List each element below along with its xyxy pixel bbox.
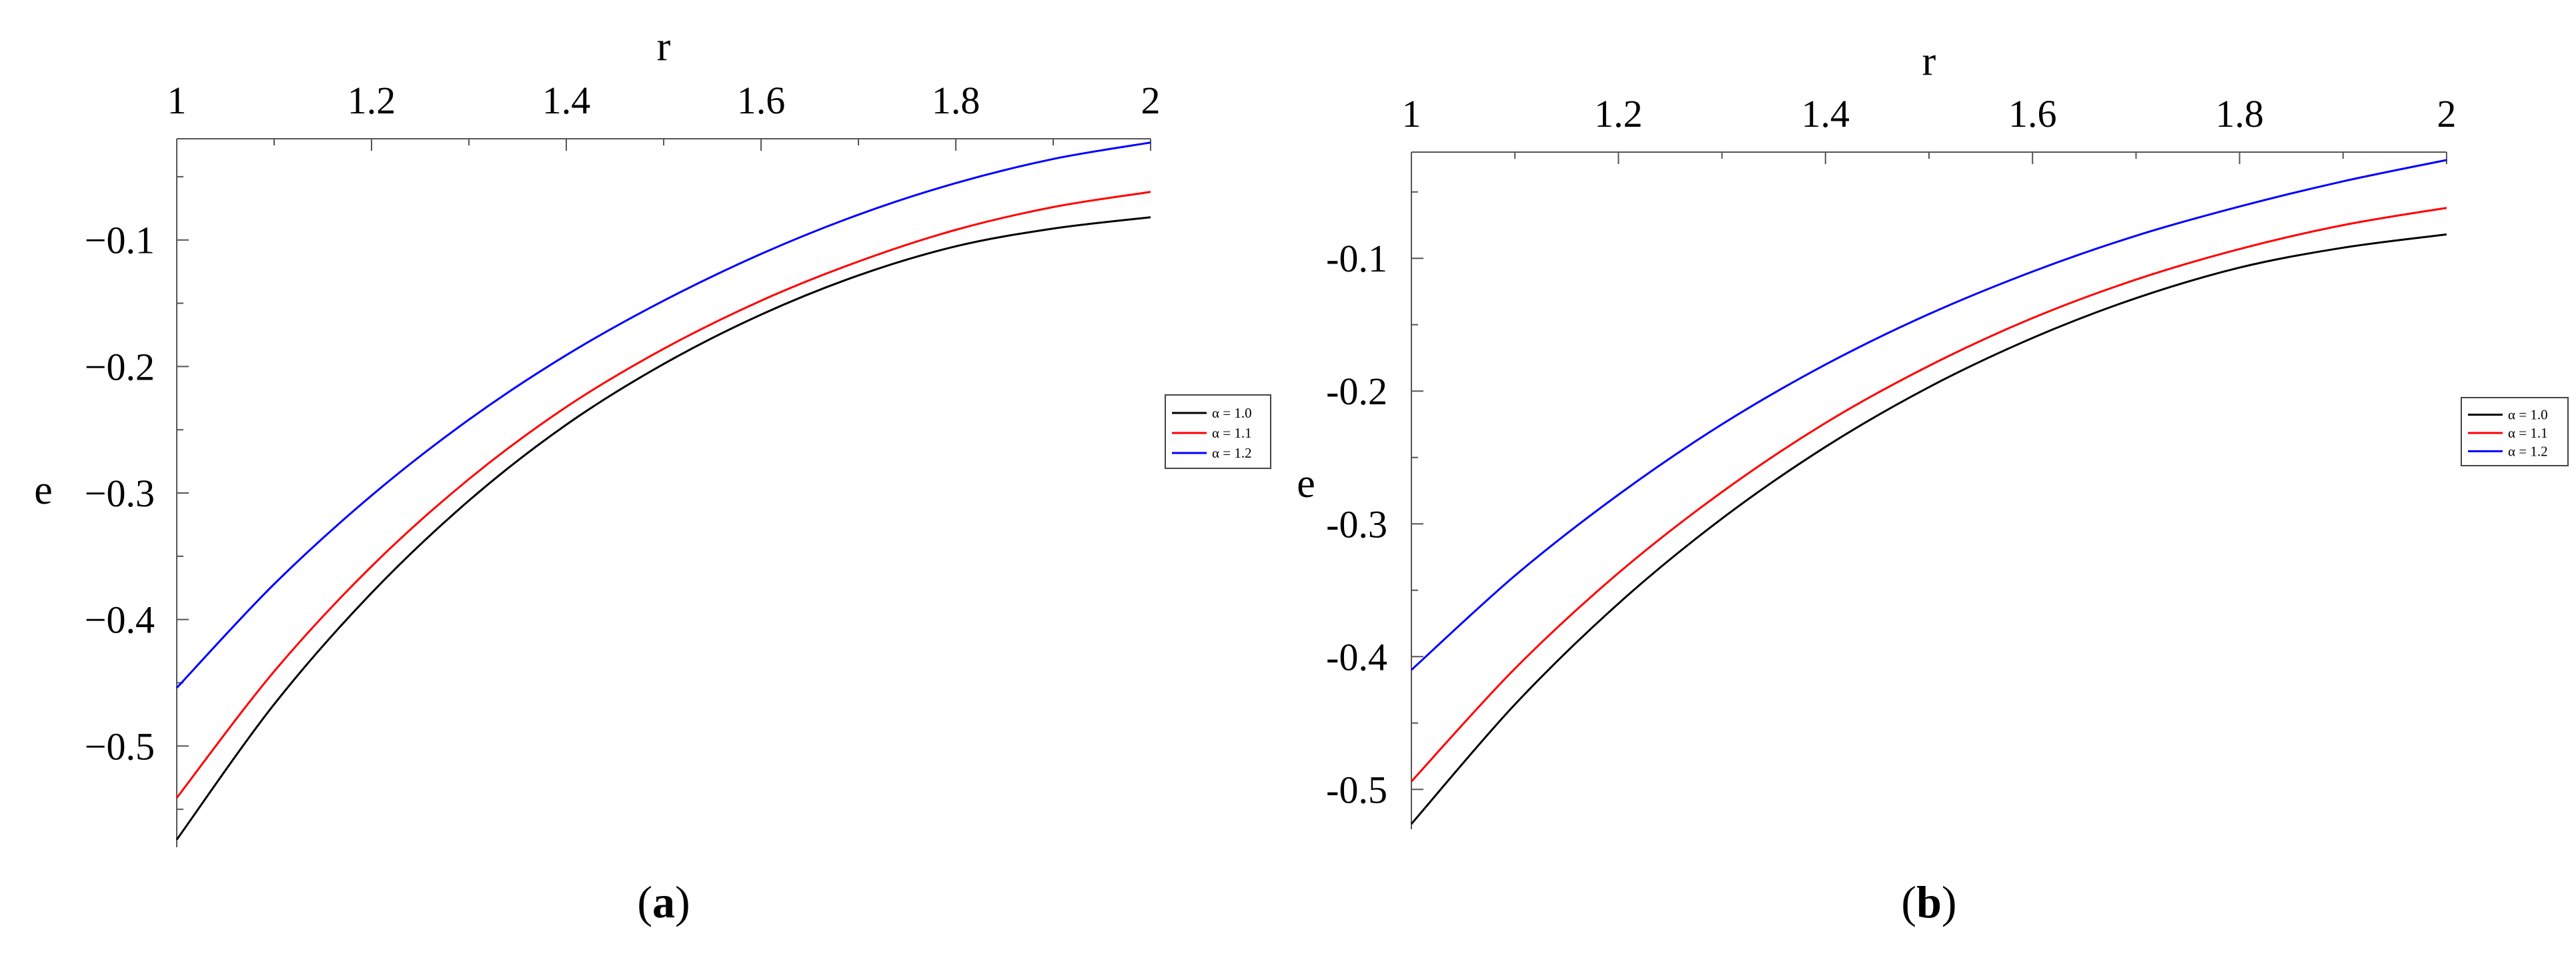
series-line-2	[175, 141, 1151, 689]
legend-label: α = 1.0	[1212, 405, 1252, 421]
x-tick-label: 2	[1141, 79, 1161, 122]
chart-panel-b: 1 1.2 1.4 1.6 1.8 2 -0.1 -0.2 -0.3 -0.4 -0.5 r e α = …	[1297, 39, 2569, 927]
x-tick-label: 1.4	[1802, 92, 1850, 135]
series-line-1	[175, 191, 1151, 799]
y-tick-label: -0.2	[1326, 370, 1387, 413]
y-tick-label: −0.2	[85, 345, 155, 388]
legend-label: α = 1.2	[1212, 445, 1252, 461]
x-tick-label: 1.8	[2215, 92, 2264, 135]
y-tick-label: −0.5	[85, 725, 155, 768]
legend-label: α = 1.2	[2508, 443, 2548, 459]
x-tick-label: 1.6	[2008, 92, 2057, 135]
x-tick-label: 1	[167, 79, 187, 122]
y-tick-label: −0.4	[85, 598, 155, 642]
y-tick-label: -0.4	[1326, 635, 1387, 678]
legend-label: α = 1.0	[2508, 407, 2548, 423]
legend-box	[1165, 394, 1271, 469]
x-tick-label: 1.6	[737, 79, 786, 122]
legend-box	[2461, 397, 2569, 466]
y-axis-title: e	[1297, 461, 1315, 506]
legend: α = 1.0 α = 1.1 α = 1.2	[2461, 397, 2569, 466]
x-tick-label: 1	[1402, 92, 1421, 135]
x-tick-label: 2	[2437, 92, 2457, 135]
y-tick-label: −0.3	[85, 472, 155, 515]
x-axis-title: r	[1922, 39, 1936, 84]
series-line-1	[1410, 207, 2447, 783]
x-tick-label: 1.2	[1594, 92, 1643, 135]
legend: α = 1.0 α = 1.1 α = 1.2	[1165, 394, 1271, 469]
chart-panel-a: 1 1.2 1.4 1.6 1.8 2 −0.1 −0.2 −0.3 −0.4 −0.5 r e α = …	[34, 24, 1271, 927]
x-tick-label: 1.8	[932, 79, 981, 122]
panel-caption: (b)	[1901, 877, 1956, 927]
panel-caption: (a)	[637, 877, 690, 927]
legend-label: α = 1.1	[2508, 425, 2548, 441]
y-tick-label: -0.3	[1326, 502, 1387, 546]
legend-label: α = 1.1	[1212, 425, 1252, 441]
y-axis-title: e	[34, 468, 53, 513]
series-line-0	[175, 216, 1151, 841]
y-tick-label: −0.1	[85, 219, 155, 262]
y-tick-label: -0.5	[1326, 768, 1387, 811]
y-tick-label: -0.1	[1326, 237, 1387, 280]
x-tick-label: 1.2	[348, 79, 396, 122]
x-axis-title: r	[657, 24, 671, 69]
series-line-2	[1410, 159, 2447, 671]
series-line-0	[1410, 233, 2447, 825]
x-tick-label: 1.4	[542, 79, 591, 122]
